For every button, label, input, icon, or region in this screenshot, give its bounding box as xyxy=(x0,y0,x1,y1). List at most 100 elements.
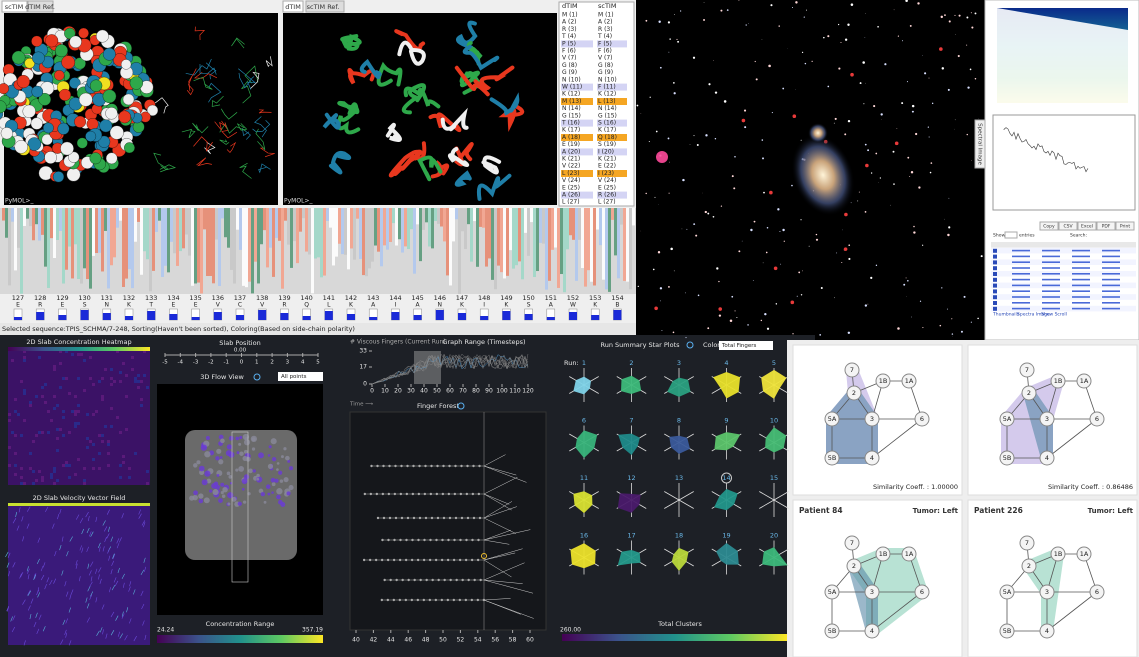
alignment-col xyxy=(11,208,14,222)
vector xyxy=(68,640,72,646)
vector xyxy=(108,587,111,593)
atom xyxy=(60,141,74,156)
button[interactable] xyxy=(1077,221,1097,231)
heatmap-cell xyxy=(89,377,92,380)
heatmap-cell xyxy=(65,377,68,380)
star xyxy=(847,119,851,123)
finger-node xyxy=(441,492,445,496)
star xyxy=(901,102,904,105)
alignment-col xyxy=(119,208,122,221)
button[interactable] xyxy=(1096,221,1116,231)
finger-node xyxy=(466,516,470,520)
run-label: Run: xyxy=(564,359,579,367)
color-select[interactable] xyxy=(719,341,773,350)
star-glyph xyxy=(716,543,739,565)
vector xyxy=(8,571,10,577)
flow-particle xyxy=(283,477,289,483)
finger-node xyxy=(406,464,409,468)
vector xyxy=(129,581,132,587)
flow-particle xyxy=(218,434,224,440)
y-tick-label: 0 xyxy=(363,381,367,388)
alignment-col xyxy=(479,208,482,227)
side-tab xyxy=(974,119,986,169)
vector xyxy=(33,574,36,581)
alignment-col xyxy=(62,208,65,284)
vector xyxy=(60,639,64,645)
residue-letter: V xyxy=(260,302,265,309)
alignment-col xyxy=(314,208,317,259)
star xyxy=(696,144,699,147)
star xyxy=(792,333,794,335)
table-row xyxy=(991,288,1136,294)
star xyxy=(795,1,798,4)
alignment-col xyxy=(449,208,452,286)
finger-node xyxy=(387,538,390,542)
star xyxy=(963,295,966,298)
finger-node xyxy=(428,558,432,562)
finger-node xyxy=(476,558,480,562)
heatmap-cell xyxy=(32,482,35,485)
finger-node xyxy=(434,598,438,602)
vector xyxy=(38,614,42,620)
alignment-col xyxy=(587,208,590,271)
button[interactable] xyxy=(1115,221,1135,231)
cell-text xyxy=(1102,284,1120,287)
alignment-col xyxy=(356,208,359,219)
heatmap-cell xyxy=(8,413,11,416)
alignment-col xyxy=(203,208,206,230)
run-line xyxy=(371,353,529,385)
flow-particle xyxy=(220,438,225,444)
heatmap-cell xyxy=(8,419,11,422)
flow-particle xyxy=(227,492,234,499)
star xyxy=(922,244,924,246)
heatmap-cell xyxy=(146,482,149,485)
ribbon xyxy=(397,40,426,66)
heatmap-cell xyxy=(65,350,68,353)
flow-particle xyxy=(267,463,274,469)
atom xyxy=(78,92,93,107)
finger-node xyxy=(447,538,450,542)
finger-node xyxy=(465,538,468,542)
alignment-col xyxy=(266,208,269,268)
button[interactable] xyxy=(1058,221,1078,231)
star xyxy=(652,268,655,271)
star xyxy=(913,231,916,234)
star-spoke xyxy=(678,491,694,501)
alignment-col xyxy=(152,208,155,271)
vector xyxy=(142,620,145,626)
flow-particle xyxy=(280,455,284,459)
select-label: Total Fingers xyxy=(721,343,757,349)
residue-number: 132 xyxy=(123,294,135,302)
node-label: 5B xyxy=(828,454,837,462)
alignment-col xyxy=(47,208,50,288)
star xyxy=(763,191,765,194)
points-select[interactable] xyxy=(278,372,323,381)
button[interactable] xyxy=(1039,221,1059,231)
row-icon xyxy=(993,248,997,253)
slab-tick-label: 4 xyxy=(301,360,305,366)
star xyxy=(811,60,813,62)
atom xyxy=(129,76,143,90)
star xyxy=(905,0,908,2)
graph-node xyxy=(901,373,917,389)
residue: T (4) xyxy=(597,33,612,40)
atom xyxy=(24,58,35,69)
alignment-col xyxy=(65,208,68,270)
row-highlight xyxy=(597,148,627,156)
alignment-col xyxy=(578,208,581,240)
vector xyxy=(49,579,53,586)
cell-text xyxy=(1012,307,1030,310)
residue-number: 144 xyxy=(389,294,401,302)
vector xyxy=(16,525,20,531)
red-star xyxy=(792,114,797,119)
finger-node xyxy=(477,492,481,496)
finger-node xyxy=(400,464,403,468)
row-highlight xyxy=(597,170,627,177)
residue: E (25) xyxy=(598,184,616,191)
finger-node xyxy=(389,578,392,582)
finger-node xyxy=(406,516,410,520)
flow-particle xyxy=(276,468,279,471)
vector xyxy=(124,635,128,641)
alignment-col xyxy=(512,208,515,269)
alignment-col xyxy=(395,208,398,246)
